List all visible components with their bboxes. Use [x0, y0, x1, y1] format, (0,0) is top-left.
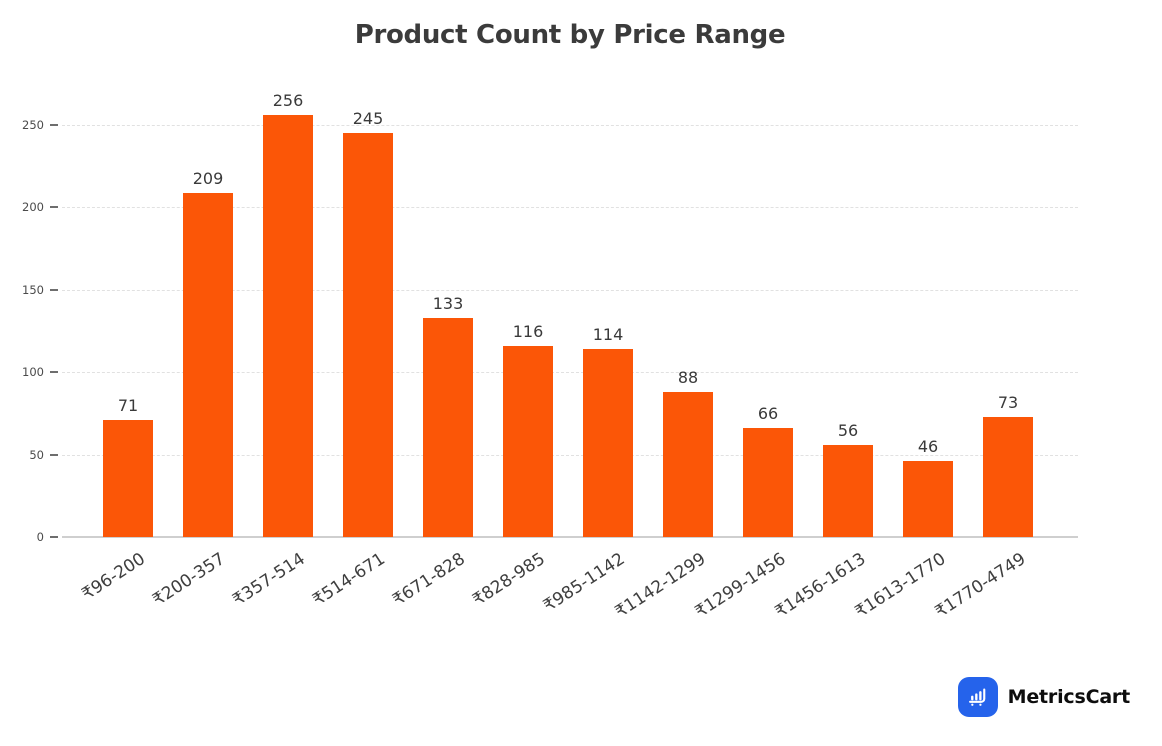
- bar: [183, 192, 233, 537]
- bar: [423, 317, 473, 537]
- y-tick-mark: [50, 288, 58, 291]
- metricscart-logo: MetricsCart: [957, 677, 1131, 717]
- y-tick-label: 250: [22, 118, 44, 132]
- x-tick-label: ₹96-200: [78, 549, 149, 605]
- bar-value-label: 133: [432, 293, 464, 313]
- bar: [823, 444, 873, 537]
- bar: [263, 115, 313, 537]
- chart-title: Product Count by Price Range: [354, 20, 786, 50]
- bar: [663, 391, 713, 537]
- y-tick-label: 50: [29, 447, 44, 462]
- bar: [983, 416, 1033, 537]
- y-tick-mark: [50, 206, 58, 209]
- bar-value-label: 66: [757, 404, 779, 424]
- gridline: [62, 289, 1078, 291]
- x-tick-label: ₹514-671: [309, 549, 389, 611]
- y-tick-mark: [50, 124, 58, 126]
- y-tick-label: 100: [22, 365, 44, 380]
- bar: [903, 461, 953, 537]
- y-tick-label: 0: [36, 530, 44, 544]
- x-tick-label: ₹1142-1299: [611, 549, 709, 623]
- bar-value-label: 116: [512, 321, 544, 341]
- bar-value-label: 56: [837, 420, 859, 440]
- bar-value-label: 71: [117, 395, 139, 415]
- gridline: [62, 454, 1078, 456]
- x-axis-line: [62, 536, 1078, 538]
- gridline: [62, 372, 1078, 374]
- bar-value-label: 88: [677, 367, 699, 387]
- gridline: [62, 207, 1078, 209]
- bar: [343, 133, 393, 537]
- bar-value-label: 245: [352, 109, 384, 129]
- gridline: [62, 125, 1078, 126]
- y-tick-label: 200: [22, 200, 44, 215]
- bar: [103, 419, 153, 537]
- bar: [583, 349, 633, 537]
- metricscart-logo-text: MetricsCart: [1007, 686, 1131, 708]
- bar-value-label: 256: [272, 91, 304, 111]
- bar-value-label: 209: [192, 168, 224, 188]
- y-tick-mark: [50, 536, 58, 538]
- x-tick-label: ₹671-828: [389, 549, 469, 611]
- y-tick-mark: [50, 371, 58, 374]
- bar: [503, 345, 553, 537]
- y-tick-label: 150: [22, 282, 44, 297]
- x-tick-label: ₹200-357: [149, 549, 229, 611]
- bar-value-label: 114: [592, 325, 624, 345]
- bar-value-label: 46: [917, 437, 939, 457]
- bar: [743, 428, 793, 537]
- x-tick-label: ₹828-985: [469, 549, 549, 611]
- y-tick-mark: [50, 453, 58, 456]
- bar-chart-cart-icon: [957, 677, 998, 717]
- x-tick-label: ₹357-514: [229, 549, 309, 611]
- bar-value-label: 73: [997, 392, 1019, 412]
